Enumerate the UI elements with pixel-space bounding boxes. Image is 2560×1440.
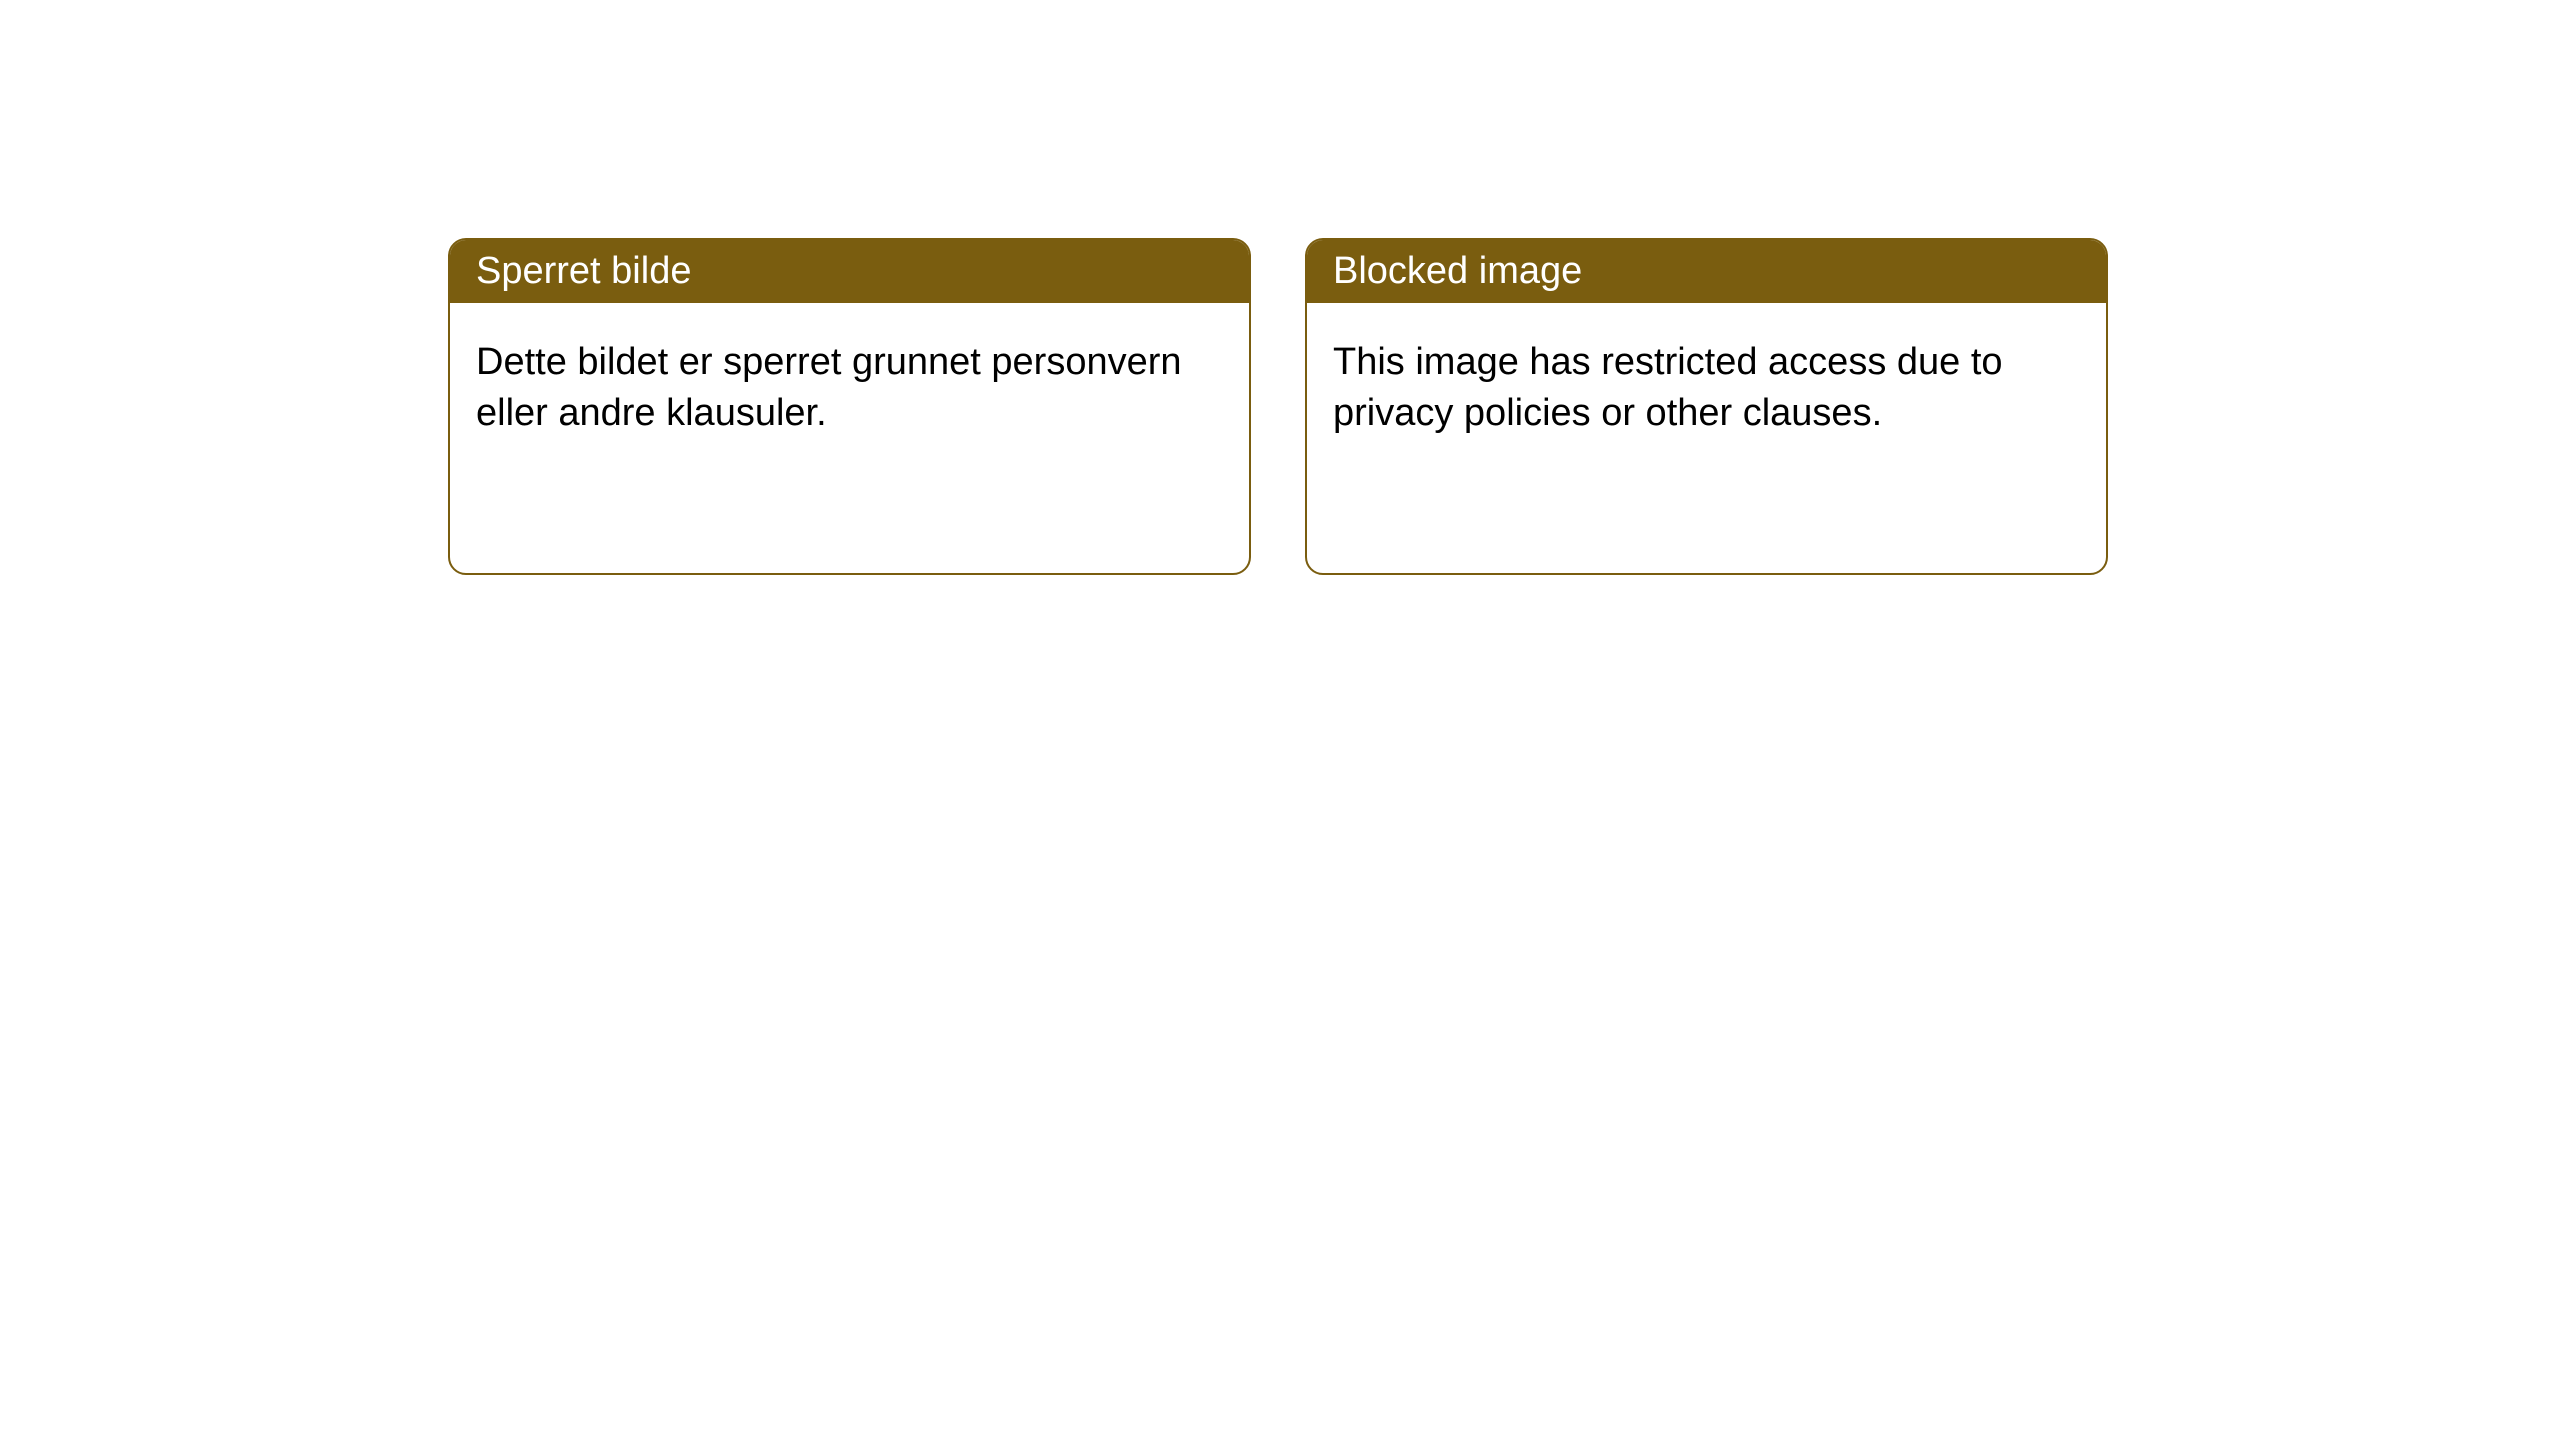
notice-card-norwegian: Sperret bilde Dette bildet er sperret gr… (448, 238, 1251, 575)
notice-container: Sperret bilde Dette bildet er sperret gr… (0, 0, 2560, 575)
notice-card-english: Blocked image This image has restricted … (1305, 238, 2108, 575)
notice-body-norwegian: Dette bildet er sperret grunnet personve… (450, 303, 1249, 474)
notice-title-norwegian: Sperret bilde (450, 240, 1249, 303)
notice-body-english: This image has restricted access due to … (1307, 303, 2106, 474)
notice-title-english: Blocked image (1307, 240, 2106, 303)
